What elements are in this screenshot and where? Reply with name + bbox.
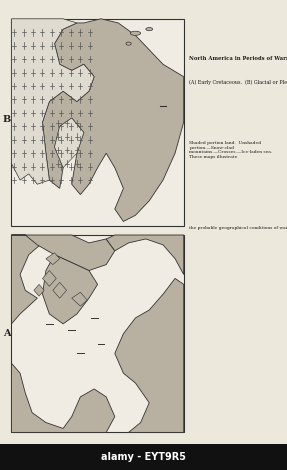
Polygon shape <box>42 255 98 324</box>
Text: (A) Early Cretaceous.  (B) Glacial or Pleistocene.: (A) Early Cretaceous. (B) Glacial or Ple… <box>189 80 287 85</box>
Text: B: B <box>3 115 11 125</box>
Polygon shape <box>11 363 115 432</box>
Text: the probable geographical conditions of warm and cold periods.  (p. 388.): the probable geographical conditions of … <box>189 226 287 230</box>
Ellipse shape <box>130 31 141 35</box>
Polygon shape <box>55 118 84 168</box>
Bar <box>11 235 184 432</box>
Polygon shape <box>115 278 184 432</box>
Text: A: A <box>3 329 11 338</box>
Text: Shaded portion land.  Unshaded portion.—Snow-clad mountains.—Crosses.—Ice-laden : Shaded portion land. Unshaded portion.—S… <box>189 141 274 159</box>
Polygon shape <box>11 235 115 271</box>
Polygon shape <box>72 292 87 306</box>
Polygon shape <box>46 253 60 265</box>
Text: alamy - EYT9R5: alamy - EYT9R5 <box>101 452 186 462</box>
Polygon shape <box>53 282 67 298</box>
Polygon shape <box>42 19 184 221</box>
Bar <box>11 19 184 226</box>
Text: North America in Periods of Warm and Cold Submergence.: North America in Periods of Warm and Col… <box>189 56 287 62</box>
Polygon shape <box>11 19 94 184</box>
Polygon shape <box>34 284 44 296</box>
Polygon shape <box>11 235 42 324</box>
Bar <box>0 444 287 470</box>
Ellipse shape <box>126 42 131 45</box>
Polygon shape <box>42 271 56 286</box>
Ellipse shape <box>146 28 153 31</box>
Polygon shape <box>106 235 184 274</box>
